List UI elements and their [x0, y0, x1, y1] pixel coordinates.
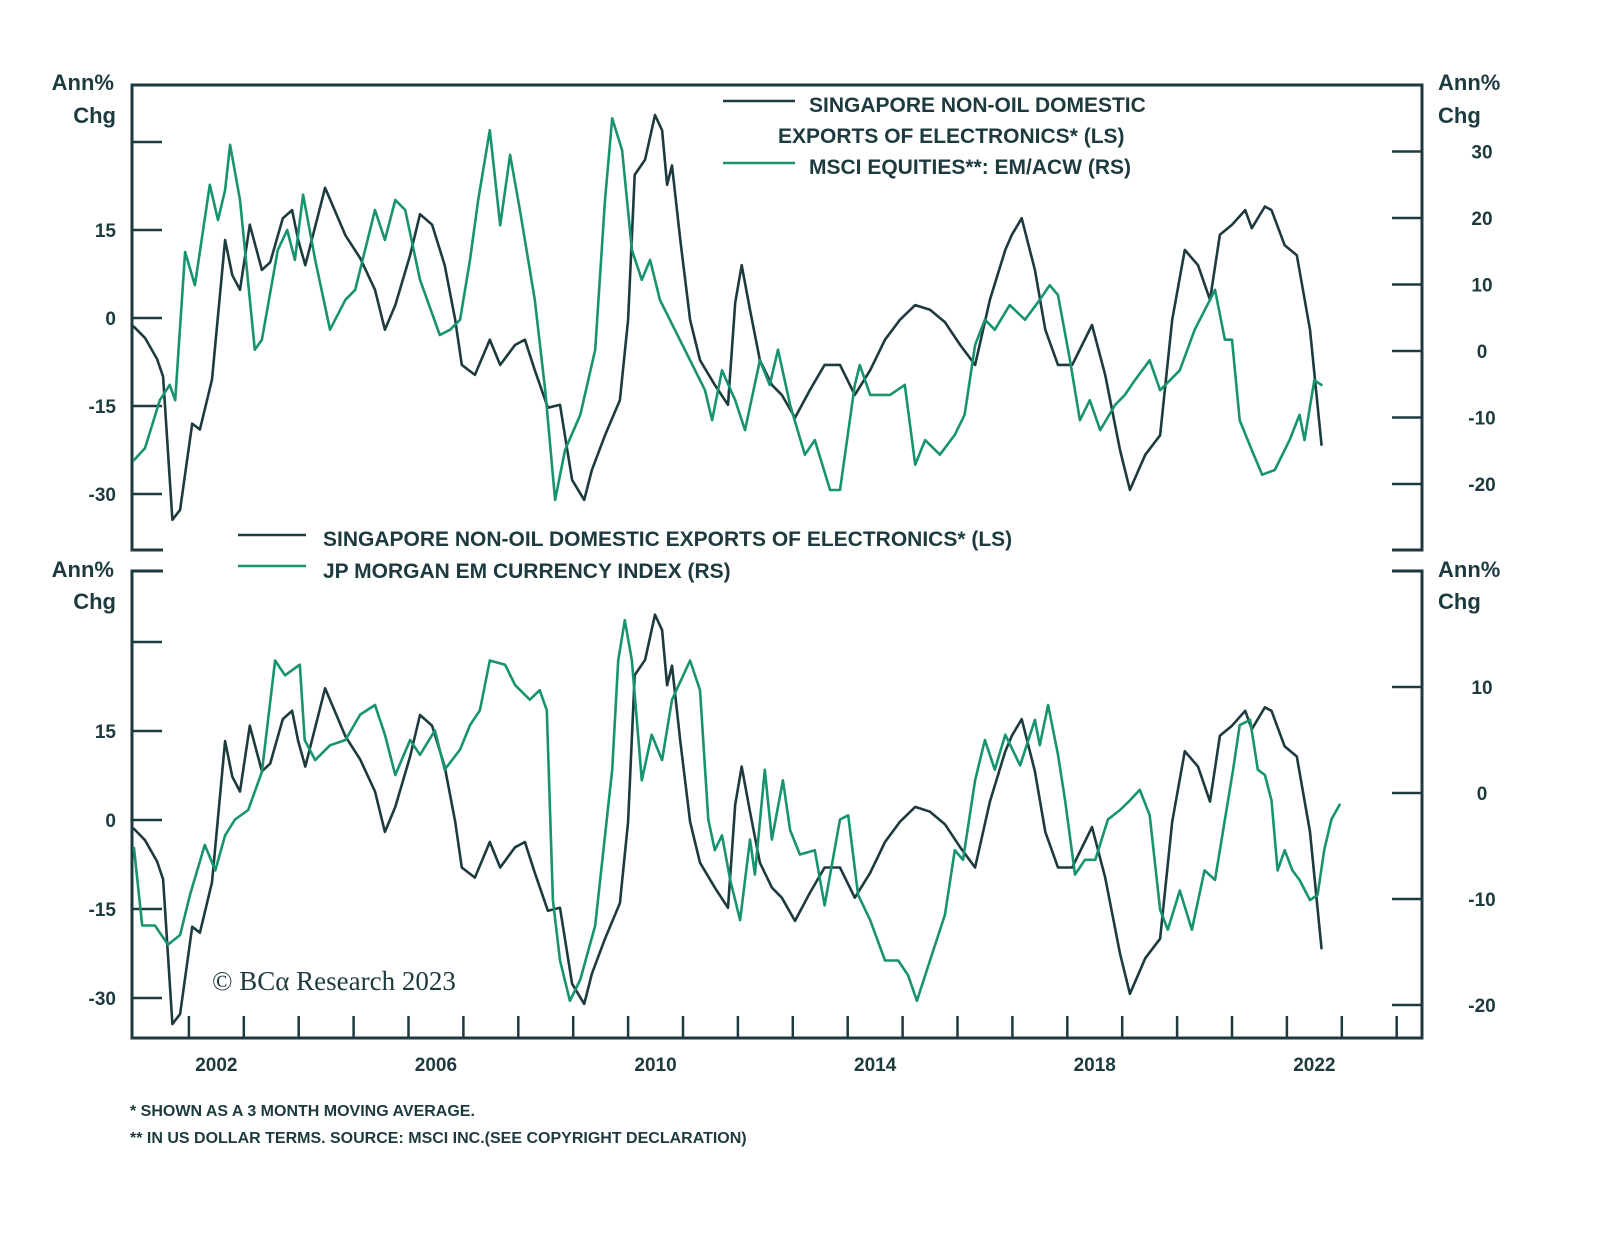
top-left-tick-label: 0	[105, 309, 116, 330]
bottom-right-tick-label: -10	[1468, 890, 1495, 911]
top-left-tick-label: 15	[95, 221, 117, 242]
bottom-right-tick-label: 10	[1471, 678, 1492, 699]
top-left-tick-label: -30	[89, 485, 116, 506]
bottom-left-tick-label: 15	[95, 722, 117, 743]
bottom-right-tick-label: -20	[1468, 996, 1495, 1017]
top-series-electronics	[134, 115, 1322, 520]
top-right-tick-label: 10	[1471, 276, 1492, 297]
top-right-unit-line1: Ann%	[1438, 70, 1500, 95]
bottom-series-emfx	[134, 620, 1340, 1001]
copyright-watermark: © BCα Research 2023	[212, 966, 456, 996]
x-axis-ticks: 2002 2006 2010 2014 2018 2022	[189, 1016, 1397, 1076]
legend-label-electronics-line2: EXPORTS OF ELECTRONICS* (LS)	[778, 125, 1125, 148]
top-right-tick-label: -20	[1468, 475, 1495, 496]
top-right-tick-label: 30	[1471, 143, 1492, 164]
bottom-left-axis-ticks: 15 0 -15 -30	[89, 642, 162, 1010]
bottom-series-electronics	[134, 615, 1322, 1024]
bottom-right-unit-line2: Chg	[1438, 589, 1481, 614]
bottom-left-tick-label: 0	[105, 811, 116, 832]
legend-label-msci: MSCI EQUITIES**: EM/ACW (RS)	[809, 156, 1131, 179]
top-panel-frame	[132, 85, 1422, 550]
bottom-panel-series	[134, 615, 1340, 1024]
footnote-1: * SHOWN AS A 3 MONTH MOVING AVERAGE.	[130, 1103, 475, 1120]
legend-label-electronics-bottom: SINGAPORE NON-OIL DOMESTIC EXPORTS OF EL…	[323, 528, 1012, 551]
bottom-left-tick-label: -15	[89, 900, 117, 921]
legend-label-electronics-line1: SINGAPORE NON-OIL DOMESTIC	[809, 94, 1146, 117]
bottom-left-tick-label: -30	[89, 989, 116, 1010]
chart-canvas: Ann% Chg Ann% Chg Ann% Chg Ann% Chg 15 0 -…	[0, 0, 1600, 1239]
top-panel-series	[134, 115, 1322, 520]
x-year-label: 2014	[854, 1055, 897, 1076]
x-year-label: 2010	[634, 1055, 676, 1076]
top-left-unit-line2: Chg	[73, 103, 116, 128]
footnote-2: ** IN US DOLLAR TERMS. SOURCE: MSCI INC.…	[130, 1130, 747, 1147]
bottom-legend: SINGAPORE NON-OIL DOMESTIC EXPORTS OF EL…	[238, 528, 1012, 583]
legend-label-emfx: JP MORGAN EM CURRENCY INDEX (RS)	[323, 560, 731, 583]
top-series-msci	[134, 118, 1322, 500]
bottom-left-unit-line2: Chg	[73, 589, 116, 614]
bottom-right-axis-ticks: 10 0 -10 -20	[1392, 678, 1496, 1017]
bottom-left-unit-line1: Ann%	[52, 557, 114, 582]
top-right-tick-label: -10	[1468, 409, 1495, 430]
top-left-unit-line1: Ann%	[52, 70, 114, 95]
x-year-label: 2002	[195, 1055, 237, 1076]
x-year-label: 2018	[1074, 1055, 1116, 1076]
top-right-tick-label: 20	[1471, 209, 1492, 230]
top-right-axis-ticks: 30 20 10 0 -10 -20	[1392, 143, 1496, 497]
top-left-axis-ticks: 15 0 -15 -30	[89, 142, 162, 506]
top-right-tick-label: 0	[1477, 342, 1488, 363]
x-year-label: 2006	[415, 1055, 457, 1076]
bottom-right-tick-label: 0	[1477, 784, 1488, 805]
top-panel-border	[132, 85, 1422, 550]
top-left-tick-label: -15	[89, 397, 117, 418]
bottom-right-unit-line1: Ann%	[1438, 557, 1500, 582]
top-legend: SINGAPORE NON-OIL DOMESTIC EXPORTS OF EL…	[723, 94, 1146, 179]
top-right-unit-line2: Chg	[1438, 103, 1481, 128]
x-year-label: 2022	[1293, 1055, 1335, 1076]
